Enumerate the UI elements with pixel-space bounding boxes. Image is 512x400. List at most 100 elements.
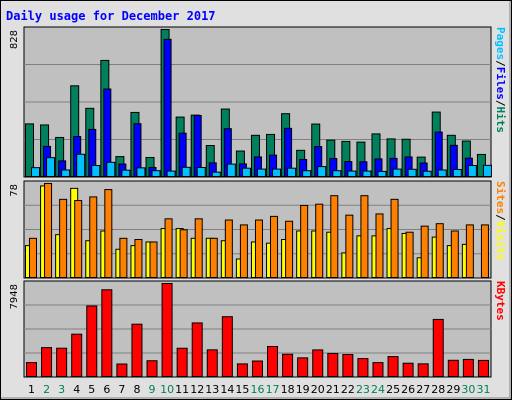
legend-entry: /	[494, 214, 507, 221]
bar-kbytes	[267, 345, 279, 377]
bar-kbytes	[71, 333, 83, 377]
bar-pages	[422, 170, 432, 177]
x-tick-label: 9	[149, 383, 156, 396]
bar-sites	[465, 224, 474, 279]
bar-sites	[209, 237, 218, 278]
bar-pages	[76, 153, 86, 178]
bar-pages	[392, 168, 402, 177]
x-tick-label: 15	[235, 383, 249, 396]
bar-pages	[317, 166, 327, 177]
series-legend-label: KBytes	[494, 281, 507, 321]
legend-entry: Hits	[494, 107, 507, 134]
bar-pages	[61, 169, 71, 177]
x-tick-label: 23	[356, 383, 370, 396]
bar-pages	[407, 168, 417, 177]
bar-sites	[360, 195, 369, 278]
bar-kbytes	[357, 358, 369, 378]
bar-pages	[377, 170, 387, 177]
bar-kbytes	[297, 357, 309, 377]
bar-sites	[254, 219, 263, 279]
bar-kbytes	[221, 316, 233, 378]
bar-pages	[136, 167, 146, 177]
bar-sites	[435, 223, 444, 278]
bar-pages	[196, 166, 206, 178]
chart-panel-2: 78 Sites/Visits	[9, 180, 507, 279]
series-legend-label: Pages/Files/Hits	[494, 27, 507, 133]
x-tick-label: 19	[296, 383, 310, 396]
bar-sites	[104, 189, 113, 278]
bar-pages	[121, 169, 131, 177]
bar-kbytes	[372, 362, 384, 377]
legend-entry: Sites	[494, 181, 507, 214]
bar-hits	[25, 123, 34, 177]
bar-pages	[31, 167, 40, 177]
legend-entry: KBytes	[494, 281, 507, 321]
bar-sites	[224, 219, 233, 279]
x-tick-label: 24	[371, 383, 385, 396]
x-tick-label: 4	[73, 383, 80, 396]
bar-kbytes	[161, 283, 173, 377]
bar-kbytes	[251, 360, 263, 377]
bar-kbytes	[432, 318, 444, 377]
x-tick-label: 1	[28, 383, 35, 396]
bar-sites	[239, 224, 248, 279]
x-tick-label: 27	[416, 383, 430, 396]
x-tick-label: 12	[190, 383, 204, 396]
bar-pages	[91, 165, 101, 177]
y-max-label: 78	[9, 184, 20, 197]
bar-sites	[134, 239, 143, 278]
bar-pages	[241, 167, 251, 177]
bar-kbytes	[176, 347, 188, 377]
y-max-label: 7948	[9, 284, 20, 309]
bar-pages	[362, 170, 372, 177]
bar-files	[163, 38, 172, 177]
bar-pages	[106, 161, 116, 177]
bar-sites	[330, 195, 339, 278]
bar-kbytes	[282, 353, 294, 377]
bar-pages	[437, 169, 447, 177]
bar-pages	[181, 166, 191, 178]
bar-sites	[345, 214, 354, 279]
bar-pages	[46, 157, 56, 178]
bar-kbytes	[191, 322, 203, 377]
bar-sites	[164, 218, 173, 278]
x-tick-label: 25	[386, 383, 400, 396]
x-tick-label: 8	[133, 383, 140, 396]
bar-kbytes	[342, 353, 354, 377]
chart-panel-3: 7948 KBytes	[9, 280, 507, 378]
bar-sites	[194, 218, 203, 278]
series-legend-label: Sites/Visits	[494, 181, 507, 261]
bar-sites	[390, 198, 399, 278]
bar-pages	[256, 168, 266, 177]
bar-pages	[302, 170, 312, 178]
bar-sites	[44, 183, 53, 278]
bar-kbytes	[41, 347, 53, 377]
y-max-label: 828	[9, 30, 20, 49]
bar-kbytes	[146, 360, 158, 378]
x-tick-label: 16	[251, 383, 265, 396]
bar-sites	[74, 200, 83, 278]
x-tick-label: 14	[220, 383, 234, 396]
x-tick-label: 18	[281, 383, 295, 396]
bar-kbytes	[131, 323, 143, 377]
bar-sites	[179, 229, 188, 279]
bar-kbytes	[327, 352, 339, 377]
bar-sites	[405, 231, 414, 278]
legend-entry: Pages	[494, 27, 507, 60]
bar-pages	[166, 170, 176, 177]
legend-entry: /	[494, 60, 507, 67]
x-tick-label: 13	[205, 383, 219, 396]
bar-kbytes	[477, 359, 489, 378]
bar-sites	[29, 237, 37, 278]
bar-kbytes	[447, 359, 459, 377]
bar-sites	[480, 224, 489, 279]
x-tick-label: 5	[88, 383, 95, 396]
chart-panel-1: 828 Pages/Files/Hits	[9, 26, 507, 178]
bar-kbytes	[56, 347, 68, 377]
x-tick-label: 21	[326, 383, 340, 396]
bar-pages	[211, 171, 221, 177]
bar-pages	[151, 170, 161, 178]
bar-sites	[119, 237, 128, 278]
bar-sites	[315, 203, 324, 278]
bar-sites	[420, 225, 429, 278]
